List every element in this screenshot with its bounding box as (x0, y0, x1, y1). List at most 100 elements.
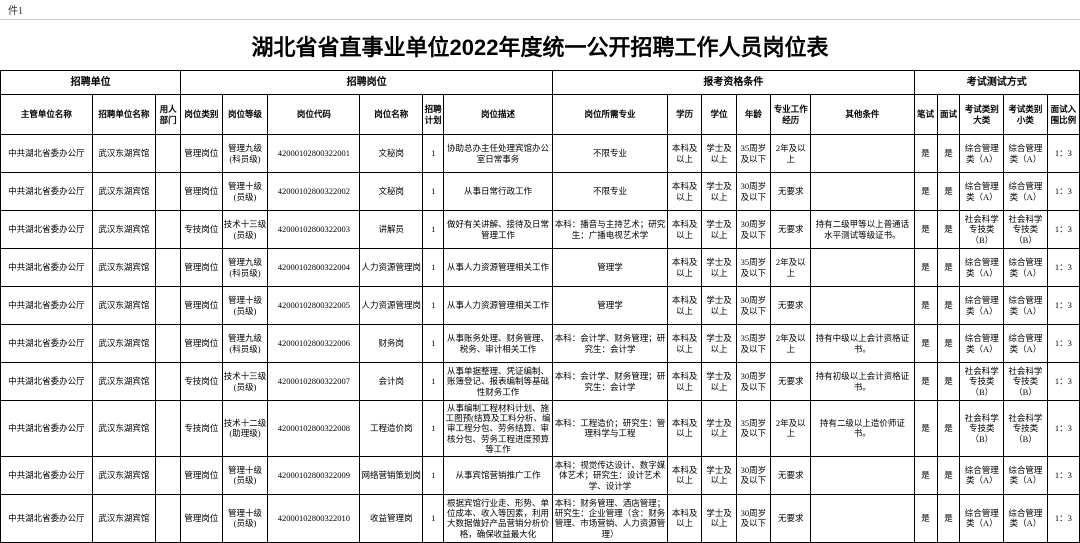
cell-iv: 是 (937, 249, 960, 287)
cell-deg: 学士及以上 (702, 173, 736, 211)
cell-unit: 武汉东湖宾馆 (92, 456, 155, 494)
cell-exp: 无要求 (771, 287, 811, 325)
cell-dept: 中共湖北省委办公厅 (1, 135, 93, 173)
cell-edu: 本科及以上 (667, 363, 701, 401)
col-pname: 岗位名称 (360, 95, 423, 135)
cell-tmin: 综合管理类（A） (1004, 287, 1048, 325)
cell-iv: 是 (937, 287, 960, 325)
cell-wt: 是 (914, 211, 937, 249)
cell-grade: 管理十级(员级) (222, 494, 268, 542)
cell-wt: 是 (914, 135, 937, 173)
cell-major: 不限专业 (553, 135, 668, 173)
cell-edu: 本科及以上 (667, 249, 701, 287)
cell-exp: 2年及以上 (771, 249, 811, 287)
cell-ratio: 1：3 (1047, 494, 1079, 542)
cell-tmaj: 综合管理类（A） (960, 135, 1004, 173)
col-grade: 岗位等级 (222, 95, 268, 135)
cell-plan: 1 (423, 325, 444, 363)
cell-grade: 技术十二级(助理级) (222, 401, 268, 457)
col-tmaj: 考试类别大类 (960, 95, 1004, 135)
cell-pname: 文秘岗 (360, 173, 423, 211)
cell-tmin: 社会科学专技类（B） (1004, 363, 1048, 401)
cell-edu: 本科及以上 (667, 325, 701, 363)
cell-tmaj: 综合管理类（A） (960, 173, 1004, 211)
cell-other: 持有初级以上会计资格证书。 (811, 363, 914, 401)
cell-dept: 中共湖北省委办公厅 (1, 287, 93, 325)
cell-deg: 学士及以上 (702, 135, 736, 173)
table-row: 中共湖北省委办公厅武汉东湖宾馆管理岗位管理十级(员级)4200010280032… (1, 456, 1080, 494)
col-unit: 招聘单位名称 (92, 95, 155, 135)
table-row: 中共湖北省委办公厅武汉东湖宾馆管理岗位管理十级(员级)4200010280032… (1, 173, 1080, 211)
cell-plan: 1 (423, 363, 444, 401)
cell-usedept (155, 173, 180, 211)
cell-plan: 1 (423, 211, 444, 249)
cell-unit: 武汉东湖宾馆 (92, 135, 155, 173)
cell-iv: 是 (937, 325, 960, 363)
cell-tmaj: 综合管理类（A） (960, 249, 1004, 287)
cell-desc: 从事宾馆营销推广工作 (444, 456, 553, 494)
cell-edu: 本科及以上 (667, 173, 701, 211)
col-other: 其他条件 (811, 95, 914, 135)
cell-pname: 会计岗 (360, 363, 423, 401)
table-row: 中共湖北省委办公厅武汉东湖宾馆管理岗位管理十级(员级)4200010280032… (1, 287, 1080, 325)
cell-exp: 2年及以上 (771, 135, 811, 173)
cell-pname: 收益管理岗 (360, 494, 423, 542)
cell-usedept (155, 249, 180, 287)
cell-tmaj: 综合管理类（A） (960, 456, 1004, 494)
cell-edu: 本科及以上 (667, 211, 701, 249)
cell-usedept (155, 494, 180, 542)
cell-deg: 学士及以上 (702, 401, 736, 457)
cell-exp: 无要求 (771, 173, 811, 211)
cell-unit: 武汉东湖宾馆 (92, 249, 155, 287)
cell-code: 42000102800322008 (268, 401, 360, 457)
cell-age: 35周岁及以下 (736, 135, 770, 173)
cell-ratio: 1：3 (1047, 456, 1079, 494)
cell-usedept (155, 325, 180, 363)
cell-cat: 管理岗位 (181, 287, 222, 325)
cell-edu: 本科及以上 (667, 287, 701, 325)
cell-deg: 学士及以上 (702, 456, 736, 494)
cell-usedept (155, 135, 180, 173)
cell-tmin: 社会科学专技类（B） (1004, 401, 1048, 457)
cell-ratio: 1：3 (1047, 211, 1079, 249)
cell-ratio: 1：3 (1047, 401, 1079, 457)
cell-deg: 学士及以上 (702, 325, 736, 363)
cell-plan: 1 (423, 135, 444, 173)
cell-cat: 管理岗位 (181, 456, 222, 494)
cell-tmin: 社会科学专技类（B） (1004, 211, 1048, 249)
cell-other (811, 494, 914, 542)
cell-ratio: 1：3 (1047, 173, 1079, 211)
cell-deg: 学士及以上 (702, 494, 736, 542)
cell-exp: 无要求 (771, 211, 811, 249)
cell-tmaj: 综合管理类（A） (960, 494, 1004, 542)
cell-unit: 武汉东湖宾馆 (92, 173, 155, 211)
cell-pname: 讲解员 (360, 211, 423, 249)
cell-cat: 专技岗位 (181, 401, 222, 457)
cell-plan: 1 (423, 249, 444, 287)
cell-unit: 武汉东湖宾馆 (92, 401, 155, 457)
table-row: 中共湖北省委办公厅武汉东湖宾馆专技岗位技术十三级(员级)420001028003… (1, 211, 1080, 249)
cell-desc: 从事账务处理、财务管理、税务、审计相关工作 (444, 325, 553, 363)
cell-other: 持有二级甲等以上普通话水平测试等级证书。 (811, 211, 914, 249)
group-header-position: 招聘岗位 (181, 71, 553, 95)
col-desc: 岗位描述 (444, 95, 553, 135)
cell-exp: 无要求 (771, 494, 811, 542)
cell-tmaj: 社会科学专技类（B） (960, 401, 1004, 457)
cell-other (811, 173, 914, 211)
cell-dept: 中共湖北省委办公厅 (1, 401, 93, 457)
cell-desc: 根据宾馆行业走、形势、单位成本、收入等因素，利用大数据做好产品营销分析价格，确保… (444, 494, 553, 542)
cell-ratio: 1：3 (1047, 363, 1079, 401)
cell-pname: 网络营销策划岗 (360, 456, 423, 494)
cell-age: 30周岁及以下 (736, 211, 770, 249)
cell-dept: 中共湖北省委办公厅 (1, 211, 93, 249)
cell-code: 42000102800322004 (268, 249, 360, 287)
cell-other: 持有二级以上造价师证书。 (811, 401, 914, 457)
col-wt: 笔试 (914, 95, 937, 135)
cell-unit: 武汉东湖宾馆 (92, 363, 155, 401)
col-major: 岗位所需专业 (553, 95, 668, 135)
cell-deg: 学士及以上 (702, 249, 736, 287)
cell-plan: 1 (423, 456, 444, 494)
cell-usedept (155, 287, 180, 325)
cell-dept: 中共湖北省委办公厅 (1, 456, 93, 494)
cell-usedept (155, 211, 180, 249)
